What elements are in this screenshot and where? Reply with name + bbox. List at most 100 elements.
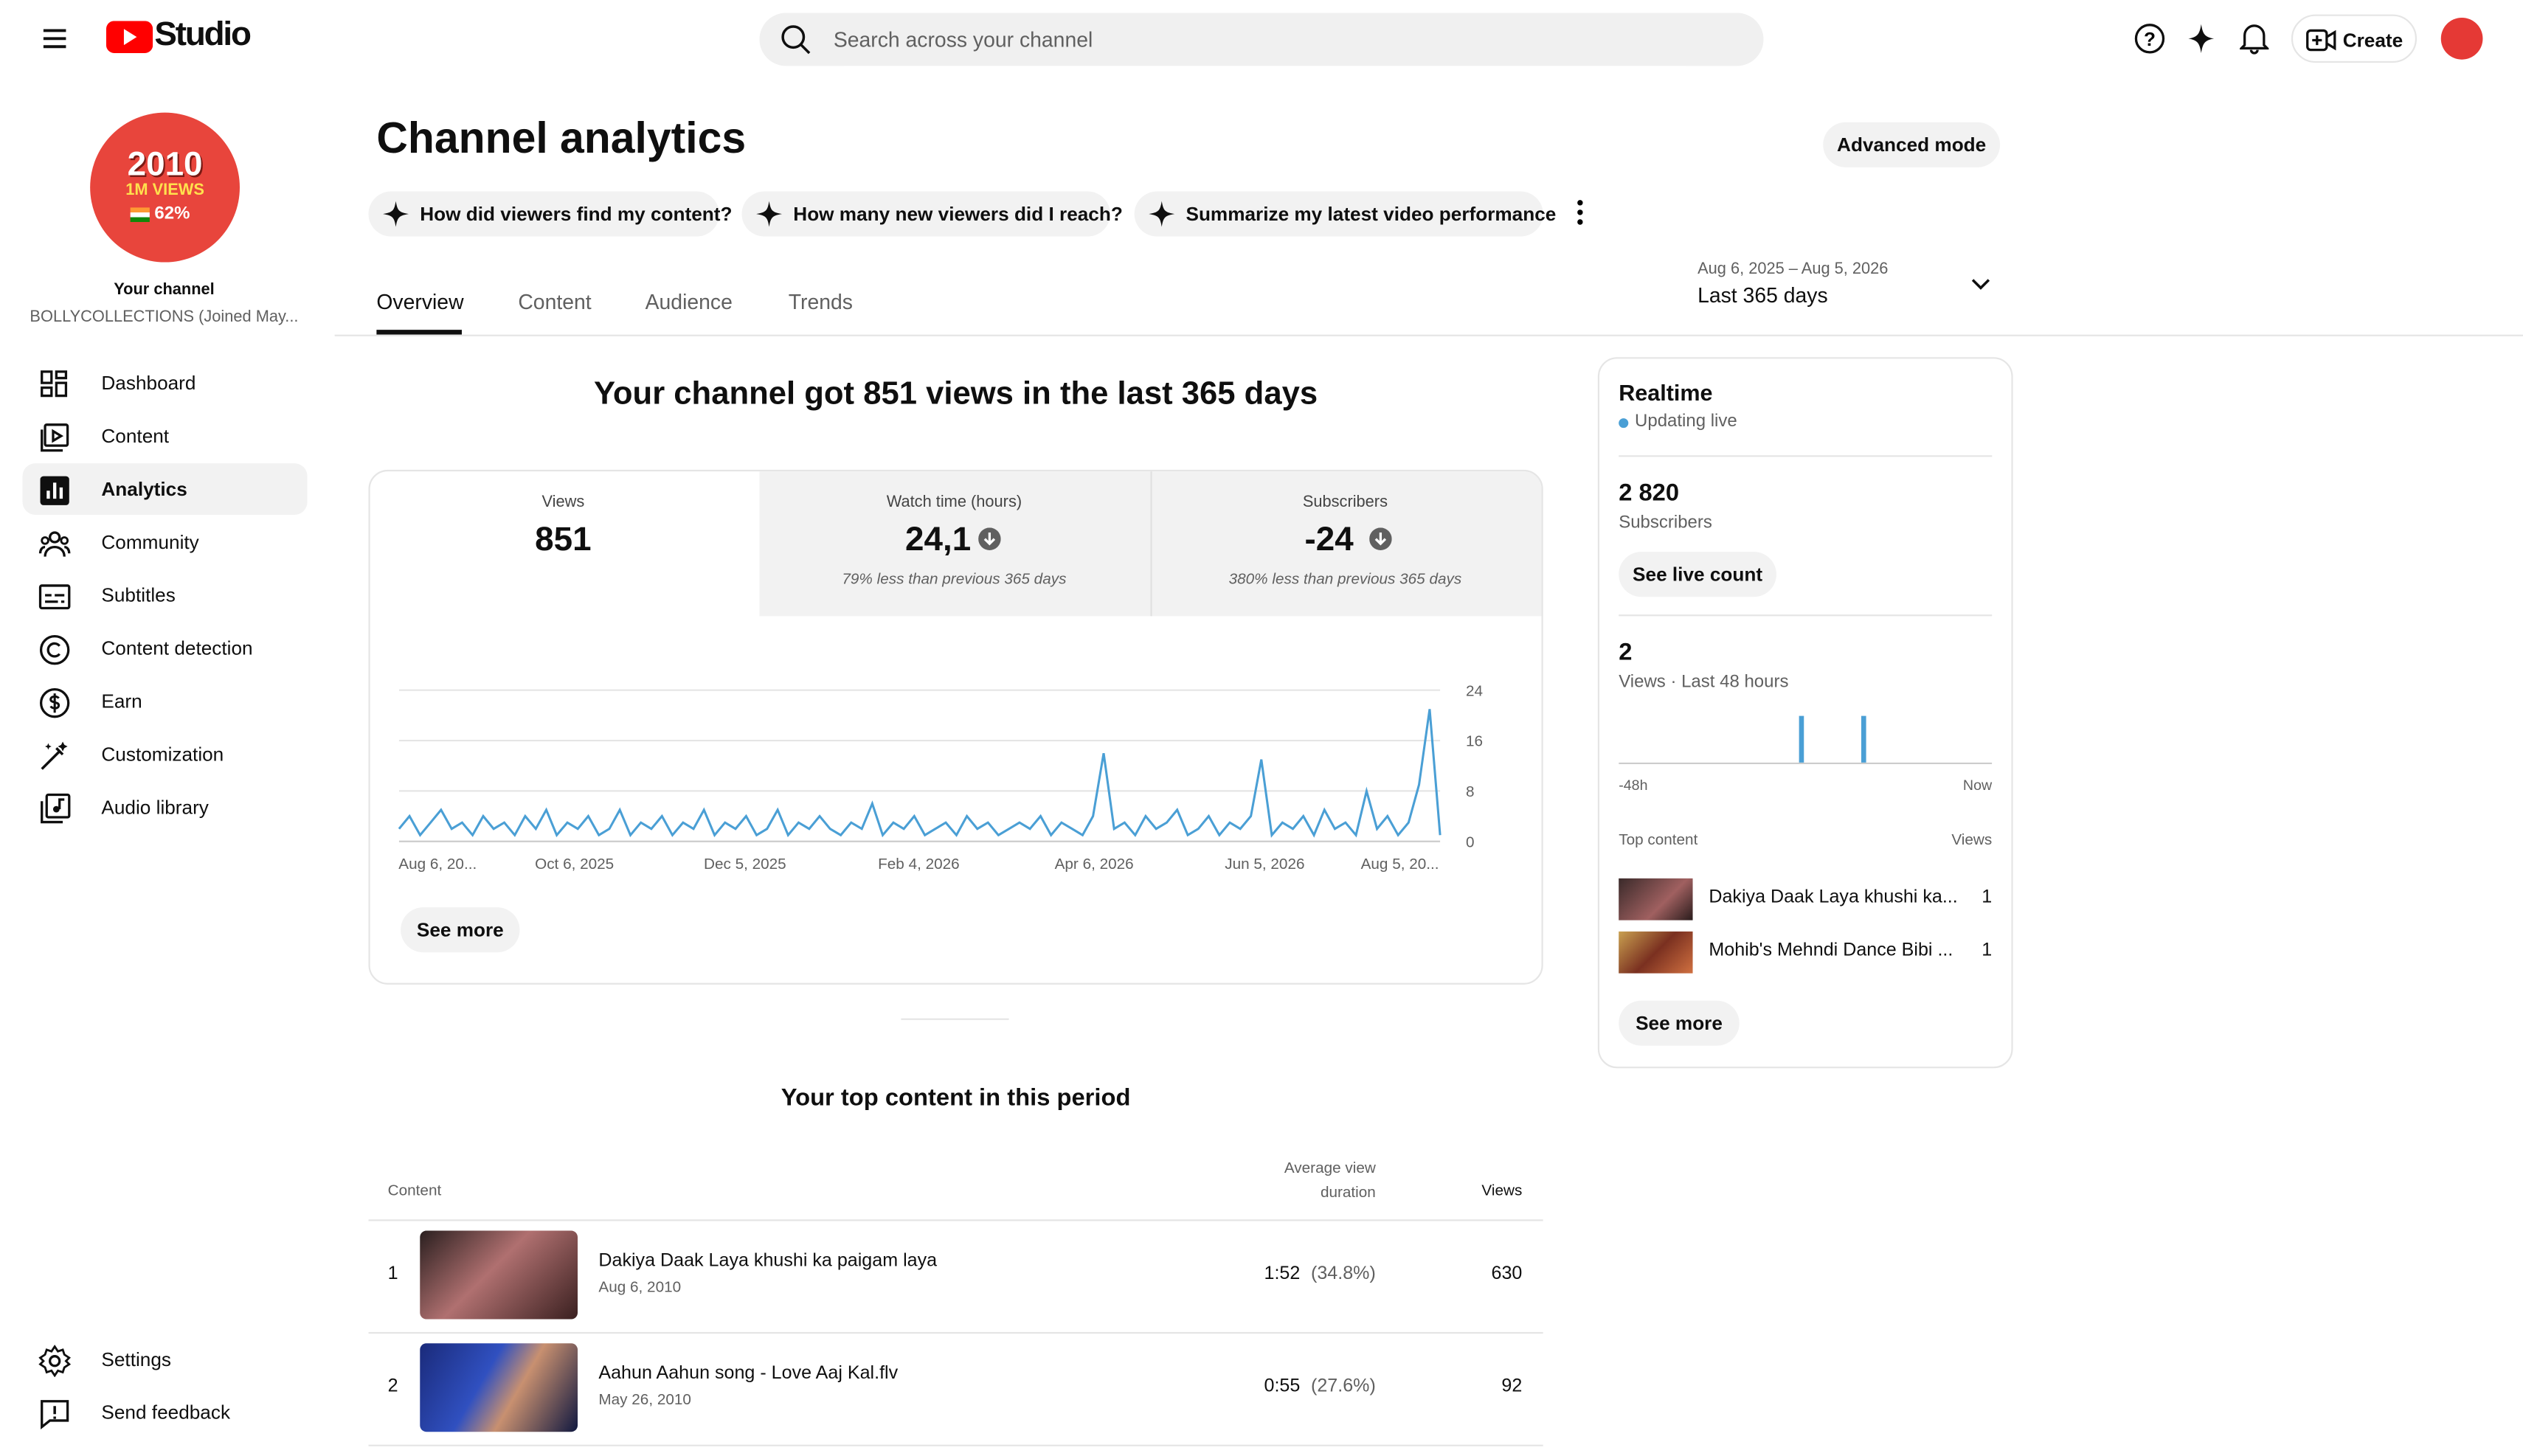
search-box[interactable]: Search across your channel	[759, 13, 1764, 66]
nav-icon	[38, 584, 71, 610]
duration-percent: (27.6%)	[1310, 1377, 1376, 1397]
duration-percent: (34.8%)	[1310, 1264, 1376, 1284]
nav-icon	[40, 476, 69, 505]
more-icon[interactable]	[1571, 198, 1590, 226]
row-number: 1	[387, 1264, 398, 1284]
nav-label: Subtitles	[101, 583, 176, 607]
prompt-label: How did viewers find my content?	[420, 202, 733, 226]
axis-label: -48h	[1619, 777, 1648, 794]
nav-item[interactable]: Subtitles	[23, 569, 308, 621]
advanced-mode-button[interactable]: Advanced mode	[1823, 122, 2001, 167]
video-date: Aug 6, 2010	[598, 1278, 682, 1297]
divider	[1619, 455, 1993, 457]
prompt-chip[interactable]: Summarize my latest video performance	[1134, 191, 1556, 237]
video-views: 1	[1982, 940, 1993, 961]
sparkle-icon	[756, 201, 783, 227]
realtime-card	[1597, 357, 2013, 1069]
channel-avatar[interactable]: 2010 1M VIEWS 62%	[90, 112, 240, 263]
see-more-button[interactable]: See more	[401, 907, 520, 953]
avatar-text: 62%	[154, 204, 190, 224]
nav-item[interactable]: Analytics	[22, 463, 308, 515]
search-icon	[781, 25, 811, 55]
top-content-title: Your top content in this period	[781, 1084, 1131, 1112]
thumbnail[interactable]	[420, 1230, 578, 1320]
tab[interactable]: Trends	[788, 289, 853, 314]
realtime-title: Realtime	[1619, 379, 1713, 406]
nav-item[interactable]: Community	[23, 516, 308, 568]
realtime-chart	[1619, 715, 1993, 765]
metric-value: 851	[535, 521, 592, 558]
thumbnail[interactable]	[1619, 931, 1693, 974]
y-tick-label: 16	[1466, 733, 1483, 750]
video-title[interactable]: Dakiya Daak Laya khushi ka paigam laya	[598, 1251, 938, 1272]
nav-item[interactable]: Dashboard	[23, 357, 308, 409]
tab[interactable]: Overview	[376, 289, 464, 314]
column-header: Average view duration	[1284, 1159, 1376, 1202]
help-icon[interactable]: ?	[2133, 23, 2166, 55]
channel-name: BOLLYCOLLECTIONS (Joined May...	[30, 308, 299, 327]
prompt-chip[interactable]: How many new viewers did I reach?	[741, 191, 1123, 237]
nav-item[interactable]: Audio library	[23, 782, 308, 833]
nav-icon	[41, 741, 68, 770]
nav-item[interactable]: Customization	[23, 729, 308, 780]
prompt-chip[interactable]: How did viewers find my content?	[368, 191, 732, 237]
nav-label: Analytics	[101, 477, 187, 501]
account-avatar[interactable]	[2440, 17, 2483, 60]
live-count-button[interactable]: See live count	[1619, 552, 1776, 597]
nav-item[interactable]: Content detection	[23, 623, 308, 674]
sparkle-icon	[383, 201, 409, 227]
divider	[368, 1331, 1543, 1334]
prompt-label: Summarize my latest video performance	[1186, 202, 1557, 226]
tab[interactable]: Audience	[645, 289, 733, 314]
nav-label: Dashboard	[101, 371, 196, 395]
menu-icon[interactable]	[41, 24, 69, 53]
logo-text[interactable]: Studio	[154, 15, 252, 53]
divider	[334, 334, 2523, 336]
metric-label: Watch time (hours)	[886, 493, 1022, 512]
flag	[130, 207, 150, 222]
nav-icon	[41, 370, 68, 398]
tab[interactable]: Content	[518, 289, 592, 314]
metric-divider	[1150, 471, 1152, 617]
views-chart: 0 8 16 24 Aug 6, 20... Oct 6, 2025 Dec 5, 2025…	[398, 682, 1483, 873]
headline: Your channel got 851 views in the last 3…	[594, 376, 1318, 412]
see-more-button[interactable]: See more	[1619, 1000, 1740, 1046]
nav-item[interactable]: Send feedback	[23, 1387, 308, 1438]
sparkle-icon[interactable]	[2187, 23, 2215, 55]
y-tick-label: 8	[1466, 783, 1475, 800]
nav-item[interactable]: Settings	[23, 1334, 308, 1385]
page-title: Channel analytics	[376, 114, 747, 163]
dropdown-icon[interactable]	[1970, 277, 1993, 293]
axis-label: Now	[1962, 777, 1993, 794]
views-line	[398, 709, 1442, 838]
down-icon	[1369, 527, 1392, 550]
nav-item[interactable]: Earn	[23, 676, 308, 727]
nav-item[interactable]: Content	[23, 410, 308, 462]
x-tick-label: Dec 5, 2025	[704, 856, 786, 873]
search-placeholder: Search across your channel	[833, 27, 1093, 52]
period[interactable]: Last 365 days	[1697, 282, 1828, 308]
nav-label: Audio library	[101, 796, 209, 819]
svg-text:?: ?	[2144, 28, 2156, 50]
thumbnail[interactable]	[1619, 878, 1693, 921]
video-title[interactable]: Dakiya Daak Laya khushi ka...	[1709, 887, 1958, 908]
views: 630	[1491, 1264, 1523, 1284]
create-label: Create	[2342, 29, 2403, 52]
logo-icon[interactable]	[105, 21, 153, 53]
metric-label: Subscribers	[1302, 493, 1388, 512]
video-title[interactable]: Aahun Aahun song - Love Aaj Kal.flv	[598, 1364, 899, 1384]
notifications-icon[interactable]	[2240, 21, 2269, 55]
date-range[interactable]: Aug 6, 2025 – Aug 5, 2026	[1697, 260, 1889, 279]
column-header: Content	[387, 1182, 442, 1201]
down-icon	[978, 527, 1001, 550]
realtime-views: 2	[1619, 638, 1633, 666]
metric-value: -24	[1304, 521, 1354, 558]
create-button[interactable]: Create	[2291, 14, 2418, 63]
video-date: May 26, 2010	[598, 1391, 691, 1410]
sparkle-icon	[1149, 201, 1175, 227]
row-number: 2	[387, 1377, 398, 1397]
video-title[interactable]: Mohib's Mehndi Dance Bibi ...	[1709, 940, 1953, 961]
thumbnail[interactable]	[420, 1343, 578, 1432]
channel-label: Your channel	[114, 281, 215, 299]
